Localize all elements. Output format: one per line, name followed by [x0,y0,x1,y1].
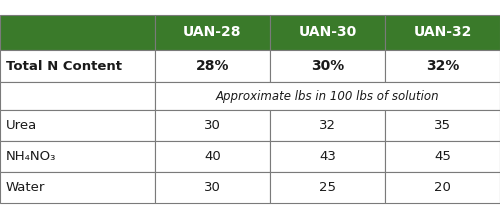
Bar [155,172,270,203]
Text: Approximate lbs in 100 lbs of solution: Approximate lbs in 100 lbs of solution [216,90,440,102]
Bar [155,15,270,50]
Bar [155,50,270,82]
Bar [270,141,385,172]
Bar [270,172,385,203]
Bar [0,141,155,172]
Text: 30%: 30% [311,59,344,73]
Bar [385,15,500,50]
Text: 25: 25 [319,181,336,194]
Text: UAN-32: UAN-32 [414,26,472,39]
Bar [270,110,385,141]
Text: 28%: 28% [196,59,229,73]
Text: 32%: 32% [426,59,459,73]
Text: 43: 43 [319,150,336,163]
Bar [385,141,500,172]
Bar [0,15,155,50]
Text: 45: 45 [434,150,451,163]
Text: 30: 30 [204,119,221,132]
Bar [155,141,270,172]
Bar [385,172,500,203]
Bar [155,82,500,110]
Bar [270,50,385,82]
Bar [0,172,155,203]
Bar [0,82,155,110]
Text: UAN-30: UAN-30 [298,26,356,39]
Text: NH₄NO₃: NH₄NO₃ [6,150,56,163]
Bar [385,50,500,82]
Text: 20: 20 [434,181,451,194]
Text: 35: 35 [434,119,451,132]
Text: 30: 30 [204,181,221,194]
Bar [0,110,155,141]
Text: 32: 32 [319,119,336,132]
Bar [155,110,270,141]
Text: 40: 40 [204,150,221,163]
Text: Water: Water [6,181,46,194]
Text: Urea: Urea [6,119,37,132]
Bar [385,110,500,141]
Text: Total N Content: Total N Content [6,60,122,73]
Bar [0,50,155,82]
Text: UAN-28: UAN-28 [183,26,242,39]
Bar [270,15,385,50]
